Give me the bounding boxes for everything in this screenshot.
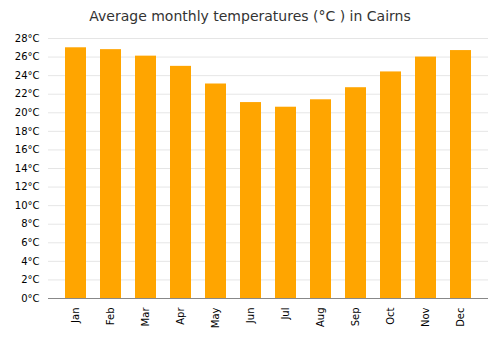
svg-text:10°C: 10°C [15,200,40,211]
svg-text:Oct: Oct [385,307,396,324]
svg-text:Dec: Dec [455,308,466,327]
svg-text:20°C: 20°C [15,107,40,118]
svg-text:14°C: 14°C [15,163,40,174]
svg-text:6°C: 6°C [21,237,39,248]
svg-text:Aug: Aug [315,308,326,328]
svg-text:24°C: 24°C [15,70,40,81]
svg-text:Mar: Mar [140,307,151,327]
svg-text:4°C: 4°C [21,256,39,267]
svg-text:28°C: 28°C [15,33,40,44]
svg-text:Nov: Nov [420,307,431,327]
svg-text:26°C: 26°C [15,51,40,62]
svg-text:Jun: Jun [245,308,256,325]
svg-text:16°C: 16°C [15,144,40,155]
svg-text:Jul: Jul [280,308,291,321]
svg-text:2°C: 2°C [21,274,39,285]
svg-text:Feb: Feb [105,308,116,326]
svg-text:0°C: 0°C [21,293,39,304]
svg-text:8°C: 8°C [21,218,39,229]
svg-text:Sep: Sep [350,308,361,327]
html-text:Average monthly temperatures (: Average monthly temperatures (°C ) in Ca… [89,8,411,24]
svg-text:18°C: 18°C [15,126,40,137]
svg-text:May: May [210,307,221,328]
svg-text:12°C: 12°C [15,181,40,192]
svg-text:Jan: Jan [70,308,81,324]
svg-text:22°C: 22°C [15,88,40,99]
svg-text:Apr: Apr [175,307,186,325]
